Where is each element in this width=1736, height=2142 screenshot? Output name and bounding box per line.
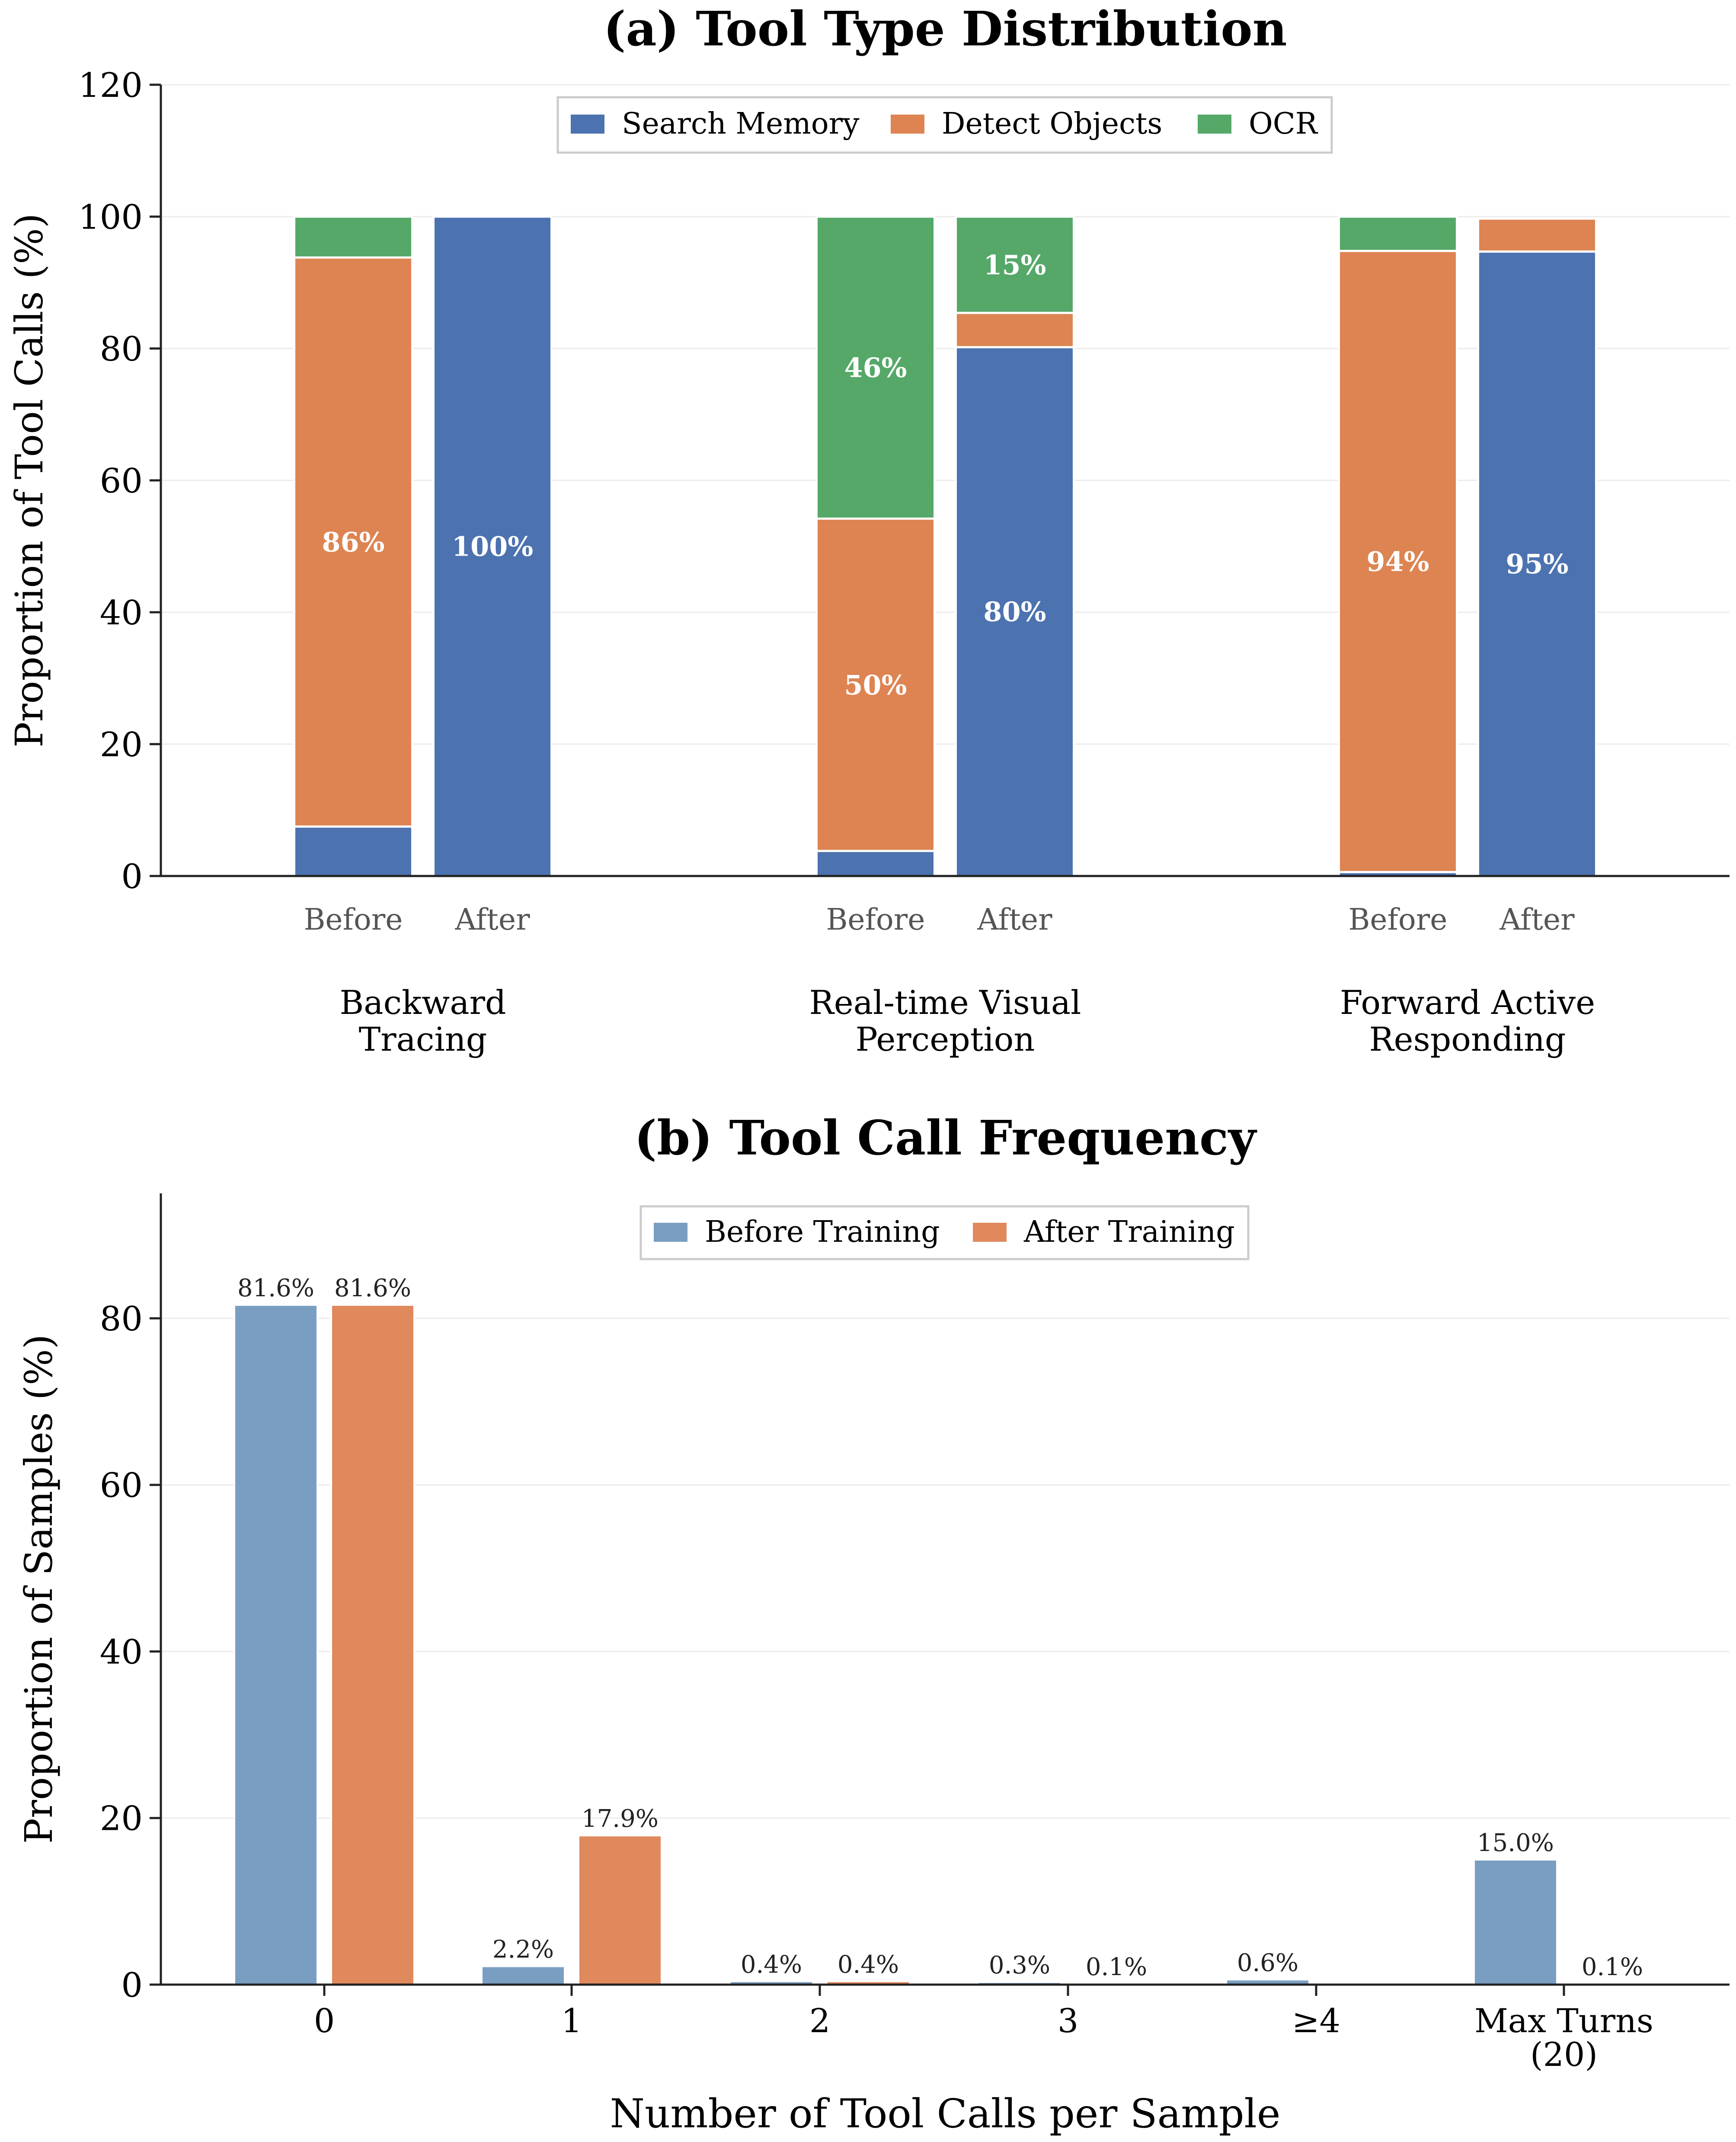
- chart-a-bar-xlabel: Before: [1348, 903, 1447, 937]
- chart-b-bar-before: [1473, 1859, 1558, 1986]
- chart-b-bar-before: [481, 1965, 566, 1986]
- chart-a-bar-search-memory: [293, 825, 413, 877]
- chart-b-ytick-label: 20: [100, 1800, 143, 1838]
- chart-b-xtick-label: 2: [809, 2001, 830, 2040]
- chart-a-tool-type-distribution: (a) Tool Type Distribution 0 20 40 60 80 100 12…: [7, 1, 1730, 1058]
- chart-b-ytick-label: 40: [100, 1633, 143, 1672]
- chart-b-legend-swatch-after: [973, 1223, 1007, 1242]
- chart-a-ytick-label: 80: [100, 330, 143, 369]
- chart-a-bar-xlabel: After: [977, 903, 1052, 937]
- chart-a-group-label: Forward Active Responding: [1340, 983, 1595, 1058]
- chart-b-xtick-label: ≥4: [1292, 2001, 1340, 2040]
- chart-a-data-label: 50%: [844, 669, 907, 701]
- chart-a-legend: Search Memory Detect Objects OCR: [556, 96, 1333, 154]
- chart-b-legend-label: Before Training: [705, 1215, 940, 1249]
- chart-b-data-label: 0.1%: [1086, 1953, 1147, 1981]
- chart-b-data-label: 0.6%: [1237, 1949, 1298, 1977]
- chart-a-data-label: 86%: [322, 527, 384, 558]
- chart-a-data-label: 100%: [452, 531, 533, 563]
- chart-b-bar-after: [578, 1835, 662, 1985]
- chart-a-bar-detect-objects: [293, 256, 413, 828]
- chart-b-data-label: 0.4%: [838, 1950, 899, 1979]
- chart-a-bar-xlabel: Before: [304, 903, 403, 937]
- chart-a-bar-ocr: [1338, 215, 1458, 252]
- chart-a-bar-ocr: [815, 215, 936, 520]
- chart-a-bar-ocr: [955, 215, 1075, 314]
- chart-a-group-label: Backward Tracing: [339, 983, 506, 1058]
- chart-a-bar-search-memory: [955, 346, 1075, 877]
- chart-a-group-label: Real-time Visual Perception: [809, 983, 1081, 1058]
- chart-b-xtick-label: 3: [1058, 2001, 1078, 2040]
- chart-b-xtick-label: 0: [314, 2001, 335, 2040]
- chart-a-ylabel: Proportion of Tool Calls (%): [7, 213, 51, 748]
- chart-b-tool-call-frequency: (b) Tool Call Frequency020406080Proporti…: [16, 1110, 1730, 2137]
- chart-b-data-label: 0.1%: [1582, 1953, 1643, 1981]
- chart-a-bar-xlabel: Before: [826, 903, 925, 937]
- chart-b-legend-frame: [639, 1205, 1250, 1260]
- chart-b-data-label: 17.9%: [582, 1805, 659, 1833]
- chart-b-data-label: 0.3%: [989, 1951, 1050, 1979]
- chart-a-bar-detect-objects: [955, 312, 1075, 348]
- chart-b-bar-before: [233, 1304, 318, 1985]
- chart-b-data-label: 2.2%: [492, 1936, 554, 1964]
- chart-a-bar-ocr: [293, 215, 413, 259]
- chart-a-data-label: 80%: [983, 596, 1046, 627]
- chart-b-title: (b) Tool Call Frequency: [634, 1110, 1257, 1166]
- chart-b-ytick-label: 80: [100, 1300, 143, 1339]
- chart-b-xtick-label: Max Turns (20): [1474, 2001, 1653, 2074]
- chart-a-data-label: 94%: [1366, 546, 1429, 578]
- chart-a-ytick-label: 0: [121, 857, 143, 896]
- chart-a-bar-xlabel: After: [454, 903, 530, 937]
- chart-b-ylabel: Proportion of Samples (%): [16, 1334, 61, 1844]
- chart-a-bar-detect-objects: [1338, 249, 1458, 873]
- chart-a-data-label: 95%: [1506, 548, 1568, 580]
- chart-b-data-label: 15.0%: [1477, 1829, 1554, 1857]
- chart-a-bar-xlabel: After: [1499, 903, 1575, 937]
- chart-b-legend-label: After Training: [1023, 1215, 1235, 1249]
- chart-a-data-label: 46%: [844, 352, 907, 384]
- chart-a-bar-detect-objects: [1477, 217, 1597, 253]
- chart-b-xtick-label: 1: [561, 2001, 582, 2040]
- chart-b-xlabel: Number of Tool Calls per Sample: [610, 2091, 1281, 2137]
- chart-a-ytick-label: 40: [100, 594, 143, 633]
- chart-a-ytick-label: 100: [78, 198, 143, 237]
- chart-a-bar-search-memory: [815, 850, 936, 877]
- chart-a-legend-label: OCR: [1249, 107, 1318, 141]
- chart-a-legend-label: Detect Objects: [942, 107, 1162, 141]
- chart-b-bar-after: [330, 1304, 415, 1985]
- chart-b-ytick-label: 60: [100, 1466, 143, 1505]
- chart-b-data-label: 0.4%: [741, 1950, 802, 1979]
- chart-a-ytick-label: 120: [78, 66, 143, 105]
- chart-b-legend: Before Training After Training: [639, 1205, 1250, 1260]
- chart-a-legend-swatch-detect-objects: [891, 115, 924, 134]
- chart-a-legend-swatch-search-memory: [571, 115, 604, 134]
- chart-a-ytick-label: 60: [100, 462, 143, 501]
- chart-a-bar-search-memory: [1477, 250, 1597, 877]
- chart-a-title: (a) Tool Type Distribution: [603, 1, 1287, 57]
- chart-b-data-label: 81.6%: [237, 1274, 314, 1302]
- chart-a-data-label: 15%: [983, 249, 1046, 281]
- chart-b-data-label: 81.6%: [334, 1274, 411, 1302]
- chart-a-bar-detect-objects: [815, 517, 936, 852]
- chart-a-legend-swatch-ocr: [1198, 115, 1231, 134]
- chart-a-bar-search-memory: [432, 215, 553, 877]
- chart-a-legend-label: Search Memory: [622, 107, 860, 141]
- chart-b-legend-swatch-before: [654, 1223, 687, 1242]
- chart-a-ytick-label: 20: [100, 726, 143, 764]
- chart-b-ytick-label: 0: [121, 1966, 143, 2005]
